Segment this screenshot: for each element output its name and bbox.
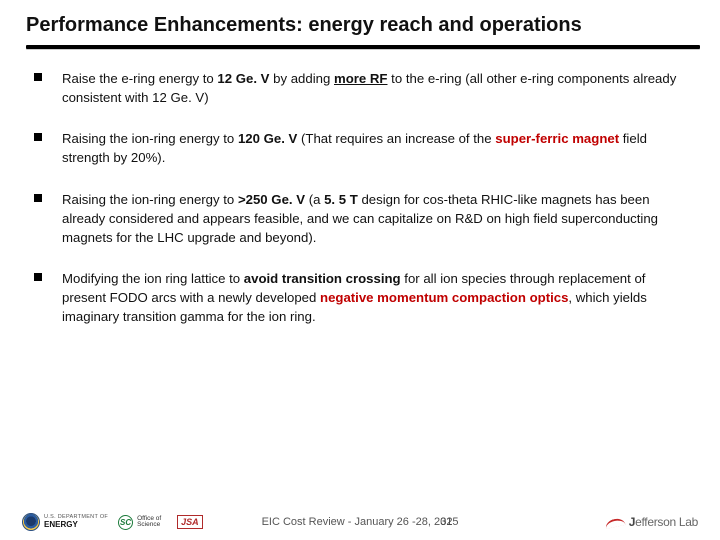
text: Raising the ion-ring energy to bbox=[62, 192, 238, 207]
text: Modifying the ion ring lattice to bbox=[62, 271, 244, 286]
bullet-list: Raise the e-ring energy to 12 Ge. V by a… bbox=[34, 69, 690, 326]
bold-underline-text: more RF bbox=[334, 71, 388, 86]
text: by adding bbox=[269, 71, 334, 86]
footer: U.S. DEPARTMENT OF ENERGY SC Office of S… bbox=[0, 504, 720, 540]
body-area: Raise the e-ring energy to 12 Ge. V by a… bbox=[0, 49, 720, 540]
bullet-item: Raising the ion-ring energy to 120 Ge. V… bbox=[34, 129, 690, 167]
page-title: Performance Enhancements: energy reach a… bbox=[26, 14, 700, 37]
text: Raise the e-ring energy to bbox=[62, 71, 217, 86]
text: (That requires an increase of the bbox=[297, 131, 495, 146]
bold-text: >250 Ge. V bbox=[238, 192, 305, 207]
bold-text: avoid transition crossing bbox=[244, 271, 401, 286]
text: Raising the ion-ring energy to bbox=[62, 131, 238, 146]
text: (a bbox=[305, 192, 324, 207]
slide: { "title": "Performance Enhancements: en… bbox=[0, 0, 720, 540]
bullet-item: Raising the ion-ring energy to >250 Ge. … bbox=[34, 190, 690, 247]
bullet-item: Modifying the ion ring lattice to avoid … bbox=[34, 269, 690, 326]
jlab-swoosh-icon bbox=[605, 515, 625, 529]
bold-text: 12 Ge. V bbox=[217, 71, 269, 86]
bold-text: 5. 5 T bbox=[324, 192, 358, 207]
page-number: 32 bbox=[440, 516, 452, 528]
title-area: Performance Enhancements: energy reach a… bbox=[0, 0, 720, 45]
bold-red-text: super-ferric magnet bbox=[495, 131, 619, 146]
bold-text: 120 Ge. V bbox=[238, 131, 297, 146]
bold-red-text: negative momentum compaction optics bbox=[320, 290, 568, 305]
bullet-item: Raise the e-ring energy to 12 Ge. V by a… bbox=[34, 69, 690, 107]
